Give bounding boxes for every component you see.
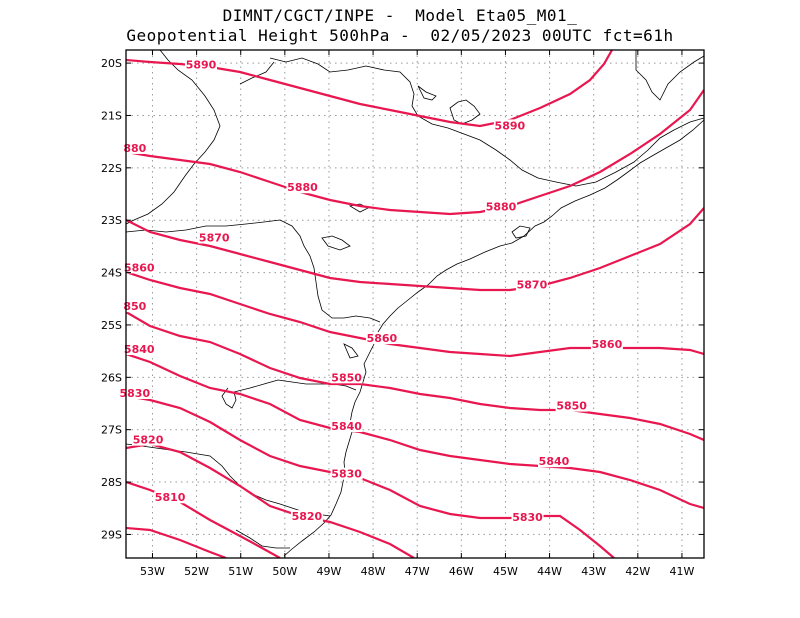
- contour-label: 5820: [292, 510, 323, 523]
- lon-tick-label: 45W: [493, 565, 518, 578]
- contour-label-bg: [330, 371, 363, 384]
- lon-tick-label: 46W: [449, 565, 474, 578]
- lat-tick-label: 27S: [101, 424, 122, 437]
- state-border-3: [239, 61, 275, 85]
- lon-tick-label: 47W: [405, 565, 430, 578]
- contour-label: 5830: [512, 511, 543, 524]
- contour-5820: [126, 442, 415, 558]
- map-frame: [125, 49, 705, 559]
- contour-label: 5850: [556, 400, 587, 413]
- contour-5830: [126, 394, 615, 558]
- contour-label-bg: [122, 141, 148, 154]
- contour-label-bg: [122, 300, 148, 313]
- lat-tick-label: 24S: [101, 267, 122, 280]
- lat-tick-label: 22S: [101, 162, 122, 175]
- grid-lines: [126, 50, 704, 558]
- chart-title-line2: Geopotential Height 500hPa - 02/05/2023 …: [126, 26, 674, 45]
- lon-tick-label: 53W: [140, 565, 165, 578]
- state-border-2: [269, 57, 704, 187]
- contour-5810: [126, 480, 281, 558]
- contour-label: 5840: [331, 420, 362, 433]
- contour-label: 5830: [120, 387, 151, 400]
- contour-label-bg: [493, 119, 526, 132]
- contour-5800: [126, 526, 227, 558]
- contour-label: 5840: [539, 455, 570, 468]
- state-border-7: [126, 443, 331, 517]
- contour-label-bg: [511, 511, 544, 524]
- contour-label: 5860: [367, 332, 398, 345]
- contour-label: 5870: [199, 231, 230, 244]
- contour-label-bg: [537, 455, 570, 468]
- contour-label-bg: [118, 387, 151, 400]
- contour-label-bg: [198, 231, 231, 244]
- contour-labels: 5890 5890 880 5880 5880 5870 5870 5860 5860 5860 8…: [118, 58, 623, 524]
- axes: 53W 52W 51W 50W 49W 48W 47W 46W 45W 44W 43W 42W 41W 2…: [101, 50, 704, 578]
- state-border-9: [635, 50, 704, 101]
- coastline: [283, 119, 704, 557]
- contour-lines: [126, 50, 704, 558]
- coastline-borders: [126, 50, 704, 557]
- lon-tick-label: 43W: [581, 565, 606, 578]
- lat-tick-label: 28S: [101, 476, 122, 489]
- contour-label: 850: [123, 300, 146, 313]
- contour-label-bg: [485, 200, 518, 213]
- contour-label: 5890: [186, 59, 217, 72]
- lat-tick-label: 23S: [101, 214, 122, 227]
- contour-label: 5890: [495, 119, 526, 132]
- state-border-6: [221, 387, 237, 409]
- contour-label-bg: [555, 399, 588, 412]
- lon-tick-label: 51W: [228, 565, 253, 578]
- contour-label: 5820: [133, 434, 164, 447]
- contour-label: 5850: [331, 371, 362, 384]
- state-border-4: [126, 219, 381, 323]
- bay-island: [511, 225, 531, 239]
- lat-tick-label: 26S: [101, 371, 122, 384]
- contour-label: 5880: [486, 201, 517, 214]
- lat-tick-label: 25S: [101, 319, 122, 332]
- lake-4: [417, 85, 437, 101]
- contour-label-bg: [286, 181, 319, 194]
- contour-label-bg: [123, 343, 156, 356]
- lon-tick-label: 49W: [317, 565, 342, 578]
- contour-label: 5830: [331, 468, 362, 481]
- contour-label-bg: [185, 58, 218, 71]
- lon-tick-label: 48W: [361, 565, 386, 578]
- contour-5850: [126, 311, 704, 442]
- contour-label: 5860: [592, 338, 623, 351]
- lake-1: [449, 99, 481, 125]
- state-border-8: [235, 529, 290, 549]
- chart-title-line1: DIMNT/CGCT/INPE - Model Eta05_M01_: [222, 6, 578, 25]
- contour-label: 5870: [517, 279, 548, 292]
- lon-tick-label: 41W: [670, 565, 695, 578]
- contour-label: 5880: [287, 181, 318, 194]
- contour-label: 5810: [155, 491, 186, 504]
- lake-2: [321, 235, 351, 251]
- contour-5890-east: [126, 89, 704, 216]
- contour-5870: [126, 207, 704, 292]
- lon-tick-label: 50W: [272, 565, 297, 578]
- contour-label-bg: [365, 332, 398, 345]
- contour-label-bg: [123, 261, 156, 274]
- lagoon: [343, 343, 359, 359]
- lon-tick-label: 44W: [537, 565, 562, 578]
- contour-label: 5840: [124, 343, 155, 356]
- lat-tick-label: 21S: [101, 109, 122, 122]
- contour-label-bg: [330, 467, 363, 480]
- contour-label-bg: [515, 278, 548, 291]
- lon-tick-label: 42W: [625, 565, 650, 578]
- contour-label-bg: [132, 433, 165, 446]
- lon-tick-label: 52W: [184, 565, 209, 578]
- contour-label: 880: [123, 142, 146, 155]
- contour-5840: [126, 352, 704, 510]
- contour-label: 5860: [124, 261, 155, 274]
- lat-tick-label: 20S: [101, 57, 122, 70]
- contour-label-bg: [590, 337, 623, 350]
- contour-label-bg: [290, 510, 323, 523]
- lat-tick-label: 29S: [101, 528, 122, 541]
- state-border-1: [126, 50, 221, 225]
- contour-label-bg: [330, 420, 363, 433]
- contour-label-bg: [154, 491, 187, 504]
